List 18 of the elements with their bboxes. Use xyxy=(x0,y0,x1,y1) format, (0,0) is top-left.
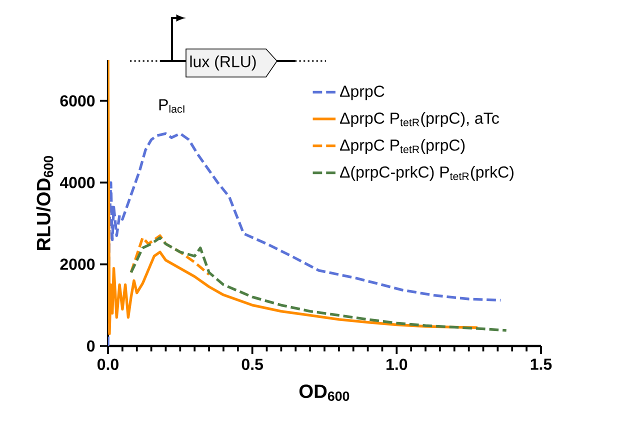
annotation: lux (RLU) xyxy=(190,56,256,70)
y-tick-label: 2000 xyxy=(60,258,95,270)
legend-label: ΔprpC xyxy=(340,86,384,100)
x-axis-title: OD$_{600}$ xyxy=(299,384,350,401)
y-tick-label: 0 xyxy=(87,340,95,352)
line-series xyxy=(130,234,210,276)
y-tick-label: 6000 xyxy=(60,95,95,107)
x-tick-label: 0.0 xyxy=(98,358,118,370)
annotation: P$_{lacI}$ xyxy=(159,99,184,113)
x-tick-label: 0.5 xyxy=(242,358,264,370)
y-axis-title: RLU/OD$_{600}$ xyxy=(36,156,54,250)
x-tick-label: 1.5 xyxy=(530,358,552,370)
y-tick-label: 4000 xyxy=(60,176,95,188)
x-tick-label: 1.0 xyxy=(386,358,408,370)
legend-label: Δ(prpC-prkC) P$_{tetR}$(prkC) xyxy=(340,166,514,181)
line-series xyxy=(130,236,508,332)
legend-label: ΔprpC P$_{tetR}$(prpC) xyxy=(340,139,465,154)
legend-label: ΔprpC P$_{tetR}$(prpC), aTc xyxy=(340,112,499,128)
